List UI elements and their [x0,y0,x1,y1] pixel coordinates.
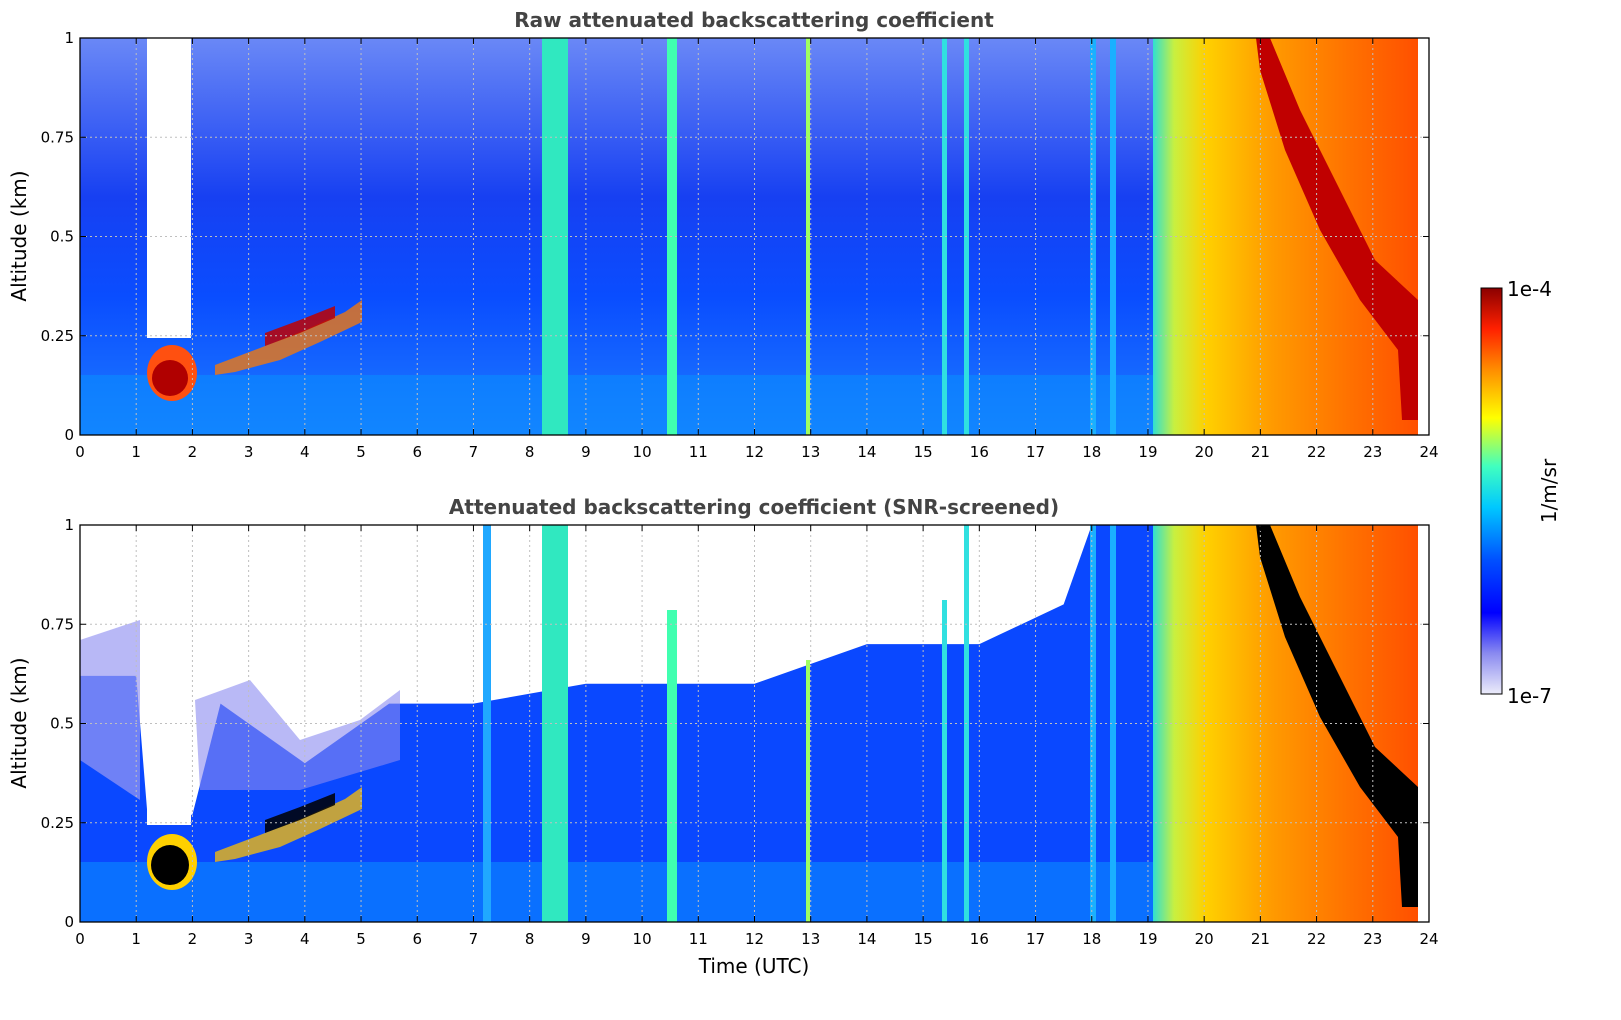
x-tick-label: 0 [75,930,85,948]
x-tick-label: 17 [1026,930,1045,948]
x-tick-label: 10 [633,930,652,948]
band-raw-7 [1110,38,1116,435]
band-raw-6 [1090,38,1096,435]
x-tick-label: 9 [581,930,591,948]
x-tick-label: 11 [689,443,708,461]
band-screened-7 [1110,525,1116,922]
x-tick-label: 14 [857,443,876,461]
y-ticks-screened: 0 0.25 0.5 0.75 1 [41,516,1429,931]
colorbar-min-label: 1e-7 [1507,684,1552,708]
x-tick-label: 20 [1195,443,1214,461]
x-tick-label: 19 [1138,930,1157,948]
x-tick-label: 24 [1419,443,1438,461]
x-tick-label: 18 [1082,443,1101,461]
x-tick-label: 6 [412,443,422,461]
y-axis-label-screened: Altitude (km) [7,657,31,788]
chart-title-raw: Raw attenuated backscattering coefficien… [514,8,994,32]
x-tick-label: 12 [745,930,764,948]
x-tick-label: 2 [188,930,198,948]
x-tick-label: 5 [356,443,366,461]
y-tick-label: 0.25 [41,327,74,345]
y-tick-label: 0.75 [41,128,74,146]
x-tick-label: 1 [131,443,141,461]
low-layer-core-screened [151,845,189,885]
cloud-descent-screened [1256,525,1418,907]
colorbar-scale [1480,287,1503,695]
x-tick-label: 13 [801,443,820,461]
x-tick-label: 0 [75,443,85,461]
x-tick-label: 11 [689,930,708,948]
x-tick-label: 15 [914,930,933,948]
cloud-descent-raw [1256,38,1418,420]
x-tick-label: 10 [633,443,652,461]
x-tick-label: 22 [1307,443,1326,461]
x-tick-label: 8 [525,443,535,461]
x-tick-label: 17 [1026,443,1045,461]
raw-data-gap [147,38,191,338]
aerosol-layer-screened [215,787,362,862]
x-ticks-screened: 0 1 2 3 4 5 6 7 8 9 10 11 12 13 14 15 16 17 18 19 20 21 22 23 24 [75,525,1439,948]
x-tick-label: 12 [745,443,764,461]
band-screened-3 [806,660,810,922]
x-tick-label: 24 [1419,930,1438,948]
chart-title-screened: Attenuated backscattering coefficient (S… [449,495,1059,519]
panel-raw: Raw attenuated backscattering coefficien… [7,8,1439,461]
band-screened-4 [942,600,947,922]
band-screened-6 [1090,525,1096,922]
x-tick-label: 16 [970,443,989,461]
x-tick-label: 8 [525,930,535,948]
x-tick-label: 18 [1082,930,1101,948]
y-tick-label: 0.5 [50,715,74,733]
x-tick-label: 7 [469,930,479,948]
band-raw-3 [806,38,810,435]
x-tick-label: 3 [244,930,254,948]
x-tick-label: 15 [914,443,933,461]
noise-fringe-left [80,620,140,800]
y-tick-label: 0.25 [41,814,74,832]
colorbar-max-label: 1e-4 [1507,277,1552,301]
x-tick-label: 21 [1251,930,1270,948]
x-ticks-raw: 0 1 2 3 4 5 6 7 8 9 10 11 12 13 14 15 16 17 18 19 20 21 22 23 24 [75,38,1439,461]
x-axis-label: Time (UTC) [698,954,810,978]
noise-fringe-mid [195,680,400,790]
x-tick-label: 6 [412,930,422,948]
y-tick-label: 0 [64,913,74,931]
colorbar: 1e-4 1e-7 1/m/sr [1480,277,1561,708]
aerosol-layer-raw [215,300,362,375]
panel-screened: Attenuated backscattering coefficient (S… [7,495,1439,978]
y-tick-label: 0 [64,426,74,444]
band-raw-4 [942,38,947,435]
band-screened-2 [667,610,677,922]
colorbar-unit-label: 1/m/sr [1537,458,1561,523]
x-tick-label: 21 [1251,443,1270,461]
x-tick-label: 23 [1363,443,1382,461]
x-tick-label: 13 [801,930,820,948]
x-tick-label: 1 [131,930,141,948]
x-tick-label: 2 [188,443,198,461]
x-tick-label: 20 [1195,930,1214,948]
x-tick-label: 14 [857,930,876,948]
y-tick-label: 1 [64,29,74,47]
x-tick-label: 4 [300,443,310,461]
x-tick-label: 16 [970,930,989,948]
x-tick-label: 22 [1307,930,1326,948]
low-layer-core-raw [152,360,188,396]
x-tick-label: 5 [356,930,366,948]
x-tick-label: 3 [244,443,254,461]
y-ticks-raw: 0 0.25 0.5 0.75 1 [41,29,1429,444]
y-tick-label: 0.5 [50,228,74,246]
x-tick-label: 9 [581,443,591,461]
x-tick-label: 19 [1138,443,1157,461]
screened-gap [147,525,191,825]
aerosol-layer-core-raw [265,306,335,346]
x-tick-label: 4 [300,930,310,948]
x-tick-label: 7 [469,443,479,461]
x-tick-label: 23 [1363,930,1382,948]
y-tick-label: 1 [64,516,74,534]
aerosol-layer-core-screened [265,793,335,833]
y-tick-label: 0.75 [41,615,74,633]
y-axis-label-raw: Altitude (km) [7,170,31,301]
